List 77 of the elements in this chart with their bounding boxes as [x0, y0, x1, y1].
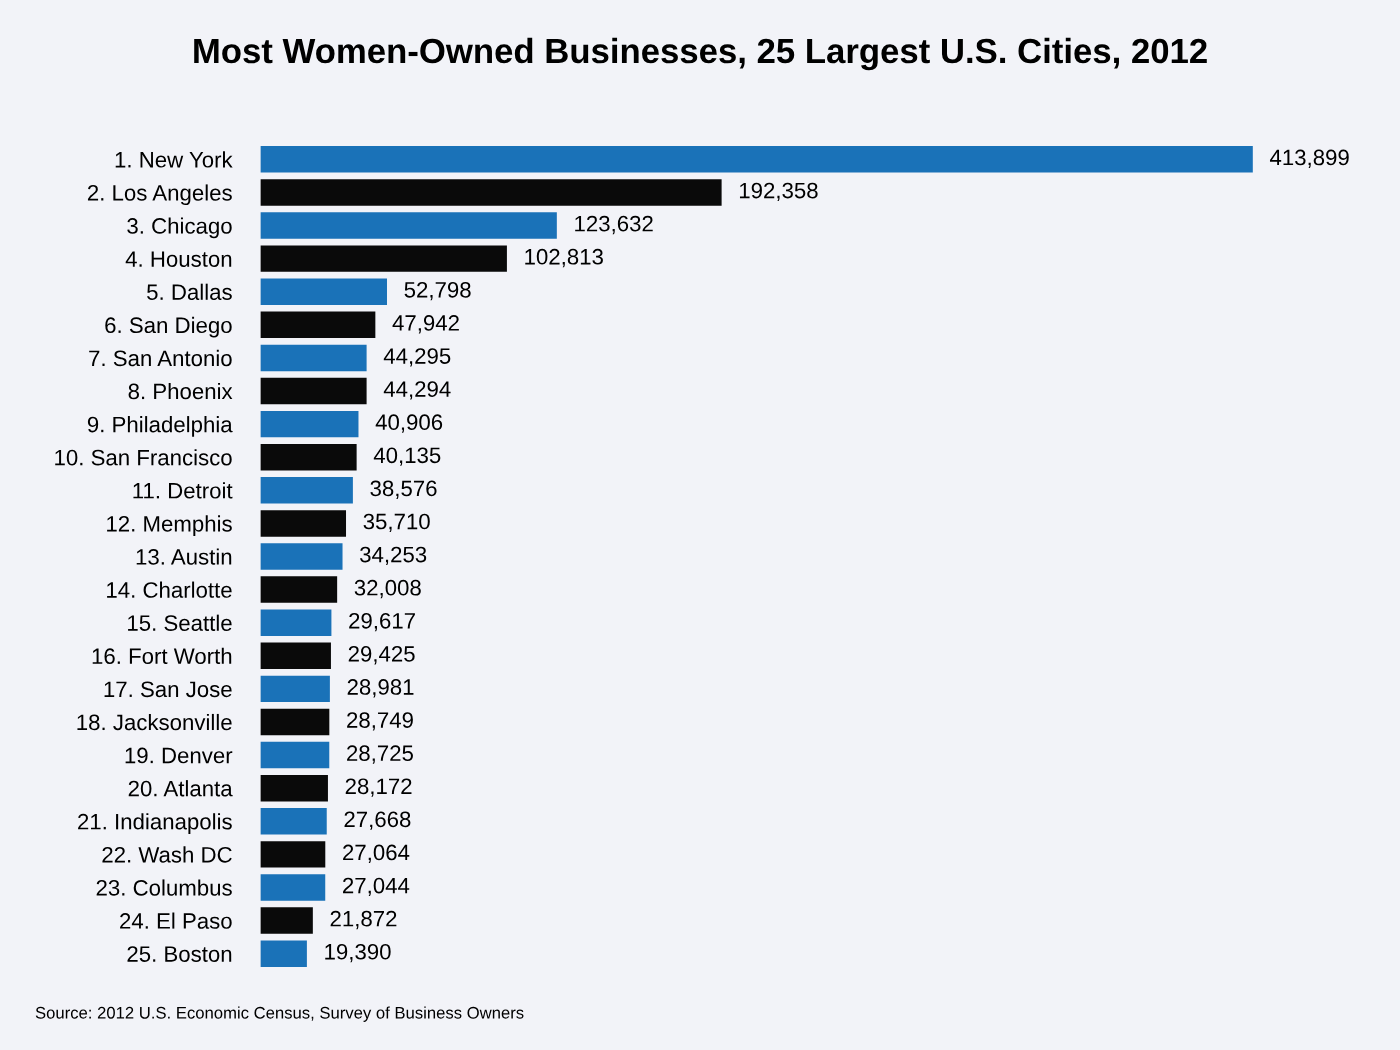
y-tick-label: 7. San Antonio — [89, 349, 232, 367]
y-tick-label: 6. San Diego — [105, 316, 232, 338]
data-label: 29,617 — [349, 612, 415, 632]
data-label: 123,632 — [575, 215, 653, 235]
data-label: 35,710 — [363, 513, 430, 532]
y-tick-label: 22. Wash DC — [102, 846, 232, 863]
bar — [260, 146, 1253, 173]
bar — [260, 245, 507, 272]
y-tick-label: 1. New York — [115, 151, 233, 168]
y-tick-label: 5. Dallas — [147, 283, 232, 300]
y-tick-label: 25. Boston — [127, 946, 232, 962]
data-label: 27,044 — [343, 877, 410, 897]
bar — [260, 874, 326, 901]
y-tick-label: 23. Columbus — [96, 879, 232, 896]
data-label: 29,425 — [348, 646, 415, 665]
data-label: 28,725 — [347, 745, 413, 764]
y-tick-label: 3. Chicago — [127, 217, 232, 239]
y-tick-label: 2. Los Angeles — [87, 184, 232, 206]
bar — [260, 344, 367, 372]
bar — [260, 477, 353, 504]
data-label: 27,668 — [344, 811, 411, 830]
bar — [260, 708, 330, 736]
bar — [260, 311, 376, 339]
chart-title: Most Women-Owned Businesses, 25 Largest U.S. Cities, 2012 — [194, 37, 1207, 71]
y-tick-label: 9. Philadelphia — [87, 416, 233, 437]
data-label: 34,253 — [360, 546, 427, 566]
data-label: 28,172 — [345, 778, 412, 797]
y-tick-label: 17. San Jose — [104, 681, 232, 698]
data-label: 47,942 — [392, 315, 459, 334]
data-label: 28,981 — [347, 679, 414, 698]
y-tick-label: 11. Detroit — [133, 482, 233, 499]
data-label: 102,813 — [525, 248, 603, 268]
y-tick-label: 21. Indianapolis — [78, 813, 232, 834]
bar — [260, 212, 557, 239]
data-label: 40,906 — [375, 414, 443, 433]
y-tick-label: 20. Atlanta — [128, 780, 233, 797]
y-tick-label: 8. Phoenix — [128, 382, 233, 400]
bar — [260, 808, 327, 835]
bar — [260, 675, 330, 703]
y-tick-label: 15. Seattle — [128, 614, 232, 631]
bar — [260, 642, 331, 670]
bar — [260, 179, 722, 206]
bar — [260, 377, 367, 405]
y-tick-label: 14. Charlotte — [107, 581, 232, 598]
y-tick-label: 18. Jacksonville — [77, 713, 232, 731]
data-label: 40,135 — [373, 447, 441, 466]
bar — [260, 841, 326, 868]
bar — [260, 543, 343, 570]
y-tick-label: 10. San Francisco — [55, 449, 232, 466]
y-tick-label: 19. Denver — [125, 747, 233, 764]
bar — [260, 510, 347, 537]
data-label: 192,358 — [739, 182, 818, 202]
bar — [260, 741, 330, 769]
data-label: 32,008 — [354, 579, 421, 599]
data-label: 52,798 — [404, 281, 471, 301]
y-tick-label: 13. Austin — [136, 548, 232, 565]
source-note: Source: 2012 U.S. Economic Census, Survey of Business Owners — [35, 1006, 524, 1022]
data-label: 44,295 — [383, 348, 451, 367]
data-label: 44,294 — [383, 381, 451, 400]
data-label: 38,576 — [370, 480, 437, 499]
y-tick-label: 12. Memphis — [107, 515, 232, 537]
bar — [260, 278, 387, 305]
y-tick-label: 4. Houston — [125, 251, 232, 267]
bar — [260, 940, 307, 967]
bar — [260, 443, 357, 471]
bar — [260, 774, 328, 802]
bar — [260, 410, 359, 438]
bar — [260, 609, 332, 636]
data-label: 21,872 — [330, 910, 397, 930]
data-label: 19,390 — [325, 943, 391, 963]
data-label: 27,064 — [343, 844, 410, 863]
data-label: 28,749 — [347, 712, 413, 731]
data-label: 413,899 — [1269, 149, 1349, 168]
y-tick-label: 24. El Paso — [120, 912, 232, 929]
bar — [260, 576, 338, 603]
y-tick-label: 16. Fort Worth — [92, 647, 232, 665]
bar — [260, 907, 313, 934]
